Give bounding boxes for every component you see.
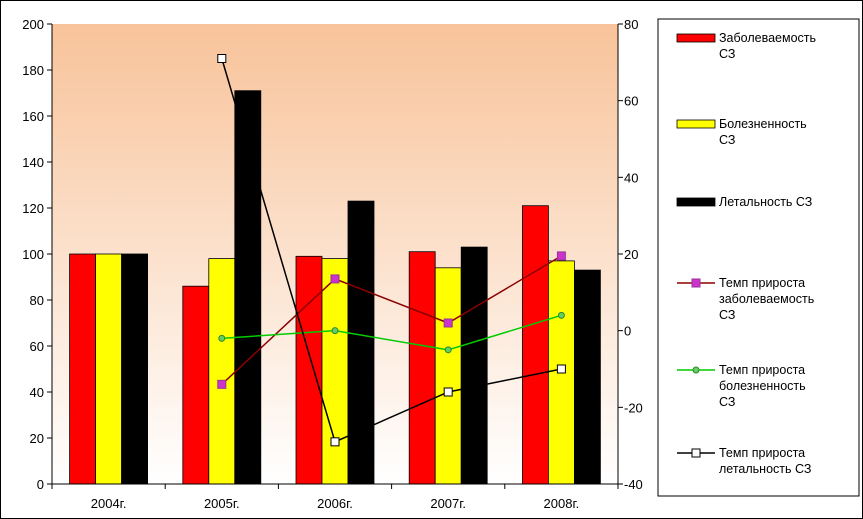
legend-box	[657, 18, 860, 497]
bar-s1-1	[208, 258, 236, 485]
legend-label-5-1: летальность СЗ	[719, 462, 811, 476]
bar-s0-4	[522, 205, 549, 485]
tick-label-left-100: 100	[22, 247, 44, 262]
tick-label-left-0: 0	[37, 477, 44, 492]
bar-s0-2	[295, 255, 323, 485]
tick-label-left-180: 180	[22, 63, 44, 78]
axes-group: 0 20 40 60 80 100 120 140 160 180 200 -40 -20 0 20 40 60…	[22, 17, 643, 511]
tick-label-x-4: 2008г.	[544, 496, 580, 511]
legend-label-2-0: Летальность СЗ	[719, 195, 812, 209]
marker-s0-1	[330, 274, 340, 284]
legend-label-3-2: СЗ	[719, 308, 735, 322]
marker-s1-0	[218, 334, 226, 342]
legend-label-0-1: СЗ	[719, 47, 735, 61]
legend-label-5-0: Темп прироста	[719, 446, 805, 460]
legend-marker-3	[691, 278, 701, 288]
tick-label-right-20: 20	[624, 247, 638, 262]
legend-swatch-0	[676, 33, 716, 43]
bar-s1-2	[321, 258, 349, 485]
marker-s1-2	[444, 346, 452, 354]
bar-s0-3	[408, 251, 436, 485]
tick-label-left-140: 140	[22, 155, 44, 170]
bar-s2-3	[460, 246, 488, 485]
legend-marker-4	[692, 366, 700, 374]
legend-label-4-2: СЗ	[719, 395, 735, 409]
tick-label-right-60: 60	[624, 94, 638, 109]
line-series-2	[221, 58, 562, 443]
legend-label-4-0: Темп прироста	[719, 363, 805, 377]
tick-label-right-80: 80	[624, 17, 638, 32]
bar-s2-1	[234, 90, 262, 485]
tick-label-left-80: 80	[30, 293, 44, 308]
tick-label-left-40: 40	[30, 385, 44, 400]
tick-label-right-40: 40	[624, 170, 638, 185]
legend-label-3-1: заболеваемость	[719, 292, 814, 306]
tick-label-right--40: -40	[624, 477, 643, 492]
marker-s1-1	[331, 327, 339, 335]
tick-label-x-2: 2006г.	[317, 496, 353, 511]
bar-s2-2	[347, 200, 375, 485]
marker-s2-2	[443, 387, 453, 397]
bar-s1-0	[95, 253, 122, 485]
tick-label-x-1: 2005г.	[204, 496, 240, 511]
legend-marker-5	[691, 448, 701, 458]
marker-s0-2	[443, 318, 453, 328]
legend-label-0-0: Заболеваемость	[719, 31, 816, 45]
tick-label-left-60: 60	[30, 339, 44, 354]
bar-s1-3	[434, 267, 462, 485]
lines-group	[217, 54, 566, 447]
marker-s0-0	[217, 379, 227, 389]
legend: Заболеваемость СЗ Болезненность СЗ Летальнос…	[657, 18, 860, 497]
marker-s0-3	[556, 251, 566, 261]
tick-label-left-160: 160	[22, 109, 44, 124]
bar-s0-0	[69, 253, 96, 485]
marker-s2-3	[556, 364, 566, 374]
tick-label-left-120: 120	[22, 201, 44, 216]
tick-label-x-0: 2004г.	[91, 496, 127, 511]
bar-s2-0	[121, 253, 148, 485]
legend-label-1-1: СЗ	[719, 133, 735, 147]
marker-s1-3	[557, 311, 565, 319]
tick-label-right-0: 0	[624, 324, 631, 339]
line-series-0	[221, 255, 562, 385]
legend-swatch-1	[676, 119, 716, 129]
marker-s2-1	[330, 437, 340, 447]
legend-label-1-0: Болезненность	[719, 117, 807, 131]
line-series-1	[221, 314, 562, 351]
marker-s2-0	[217, 54, 227, 63]
tick-label-x-3: 2007г.	[430, 496, 466, 511]
tick-label-right--20: -20	[624, 400, 643, 415]
tick-label-left-200: 200	[22, 17, 44, 32]
legend-swatch-2	[676, 197, 716, 207]
bar-s0-1	[182, 285, 210, 485]
tick-label-left-20: 20	[30, 431, 44, 446]
legend-label-3-0: Темп прироста	[719, 276, 805, 290]
bar-s2-4	[574, 269, 601, 485]
legend-label-4-1: болезненность	[719, 379, 806, 393]
bars-group	[69, 90, 601, 485]
